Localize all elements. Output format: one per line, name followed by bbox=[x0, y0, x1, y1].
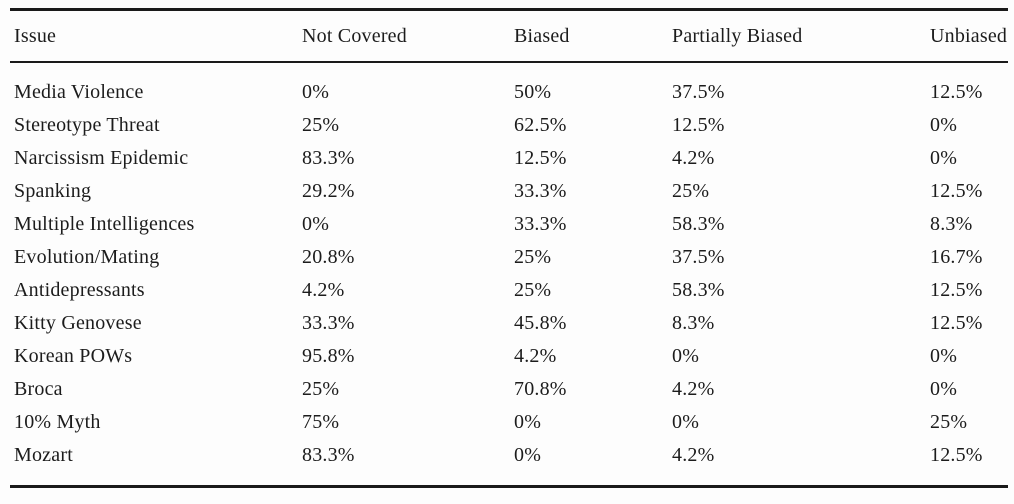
value-cell: 58.3% bbox=[672, 279, 725, 301]
value-cell: 12.5% bbox=[930, 279, 983, 301]
value-cell: 12.5% bbox=[930, 180, 983, 202]
value-cell: 4.2% bbox=[514, 345, 557, 367]
value-cell: 75% bbox=[302, 411, 340, 433]
value-cell: 33.3% bbox=[514, 213, 567, 235]
value-cell: 95.8% bbox=[302, 345, 355, 367]
value-cell: 50% bbox=[514, 81, 552, 103]
issue-cell: Broca bbox=[14, 378, 63, 400]
value-cell: 33.3% bbox=[302, 312, 355, 334]
issue-cell: Antidepressants bbox=[14, 279, 145, 301]
value-cell: 70.8% bbox=[514, 378, 567, 400]
value-cell: 25% bbox=[514, 279, 552, 301]
value-cell: 33.3% bbox=[514, 180, 567, 202]
table-row: Multiple Intelligences 0% 33.3% 58.3% 8.3% bbox=[10, 208, 1008, 241]
value-cell: 8.3% bbox=[672, 312, 715, 334]
value-cell: 4.2% bbox=[672, 378, 715, 400]
table-row: Narcissism Epidemic 83.3% 12.5% 4.2% 0% bbox=[10, 142, 1008, 175]
value-cell: 25% bbox=[302, 114, 340, 136]
value-cell: 45.8% bbox=[514, 312, 567, 334]
column-header-issue: Issue bbox=[10, 9, 298, 63]
table-row: Spanking 29.2% 33.3% 25% 12.5% bbox=[10, 175, 1008, 208]
coverage-table: Issue Not Covered Biased Partially Biased Un… bbox=[10, 8, 1008, 488]
value-cell: 0% bbox=[930, 114, 958, 136]
table-row: Korean POWs 95.8% 4.2% 0% 0% bbox=[10, 340, 1008, 373]
value-cell: 4.2% bbox=[672, 147, 715, 169]
value-cell: 83.3% bbox=[302, 444, 355, 466]
value-cell: 62.5% bbox=[514, 114, 567, 136]
value-cell: 0% bbox=[302, 81, 330, 103]
value-cell: 83.3% bbox=[302, 147, 355, 169]
table-row: Broca 25% 70.8% 4.2% 0% bbox=[10, 373, 1008, 406]
column-header-partially-biased: Partially Biased bbox=[668, 9, 926, 63]
value-cell: 4.2% bbox=[302, 279, 345, 301]
value-cell: 25% bbox=[930, 411, 968, 433]
value-cell: 8.3% bbox=[930, 213, 973, 235]
table-row: Mozart 83.3% 0% 4.2% 12.5% bbox=[10, 439, 1008, 487]
issue-cell: Multiple Intelligences bbox=[14, 213, 195, 235]
issue-cell: Evolution/Mating bbox=[14, 246, 160, 268]
issue-cell: Media Violence bbox=[14, 81, 144, 103]
value-cell: 12.5% bbox=[930, 312, 983, 334]
value-cell: 0% bbox=[514, 444, 542, 466]
value-cell: 0% bbox=[930, 378, 958, 400]
value-cell: 12.5% bbox=[514, 147, 567, 169]
value-cell: 25% bbox=[672, 180, 710, 202]
value-cell: 25% bbox=[302, 378, 340, 400]
issue-cell: Kitty Genovese bbox=[14, 312, 142, 334]
value-cell: 16.7% bbox=[930, 246, 983, 268]
value-cell: 0% bbox=[672, 345, 700, 367]
value-cell: 4.2% bbox=[672, 444, 715, 466]
issue-cell: Mozart bbox=[14, 444, 73, 466]
issue-cell: Korean POWs bbox=[14, 345, 133, 367]
value-cell: 37.5% bbox=[672, 81, 725, 103]
table-body: Media Violence 0% 50% 37.5% 12.5% Stereotype … bbox=[10, 62, 1008, 487]
column-header-not-covered: Not Covered bbox=[298, 9, 510, 63]
table-header: Issue Not Covered Biased Partially Biased Un… bbox=[10, 9, 1008, 63]
issue-cell: 10% Myth bbox=[14, 411, 101, 433]
issue-cell: Narcissism Epidemic bbox=[14, 147, 189, 169]
issue-cell: Stereotype Threat bbox=[14, 114, 160, 136]
value-cell: 37.5% bbox=[672, 246, 725, 268]
value-cell: 58.3% bbox=[672, 213, 725, 235]
value-cell: 29.2% bbox=[302, 180, 355, 202]
issue-cell: Spanking bbox=[14, 180, 92, 202]
table-row: Evolution/Mating 20.8% 25% 37.5% 16.7% bbox=[10, 241, 1008, 274]
value-cell: 0% bbox=[302, 213, 330, 235]
column-header-unbiased: Unbiased bbox=[926, 9, 1008, 63]
value-cell: 0% bbox=[514, 411, 542, 433]
table-row: Kitty Genovese 33.3% 45.8% 8.3% 12.5% bbox=[10, 307, 1008, 340]
value-cell: 0% bbox=[930, 147, 958, 169]
table-row: Antidepressants 4.2% 25% 58.3% 12.5% bbox=[10, 274, 1008, 307]
value-cell: 20.8% bbox=[302, 246, 355, 268]
value-cell: 0% bbox=[672, 411, 700, 433]
table-row: Media Violence 0% 50% 37.5% 12.5% bbox=[10, 62, 1008, 109]
table-row: Stereotype Threat 25% 62.5% 12.5% 0% bbox=[10, 109, 1008, 142]
value-cell: 25% bbox=[514, 246, 552, 268]
column-header-biased: Biased bbox=[510, 9, 668, 63]
table-row: 10% Myth 75% 0% 0% 25% bbox=[10, 406, 1008, 439]
value-cell: 0% bbox=[930, 345, 958, 367]
value-cell: 12.5% bbox=[672, 114, 725, 136]
value-cell: 12.5% bbox=[930, 444, 983, 466]
value-cell: 12.5% bbox=[930, 81, 983, 103]
header-row: Issue Not Covered Biased Partially Biased Un… bbox=[10, 9, 1008, 63]
